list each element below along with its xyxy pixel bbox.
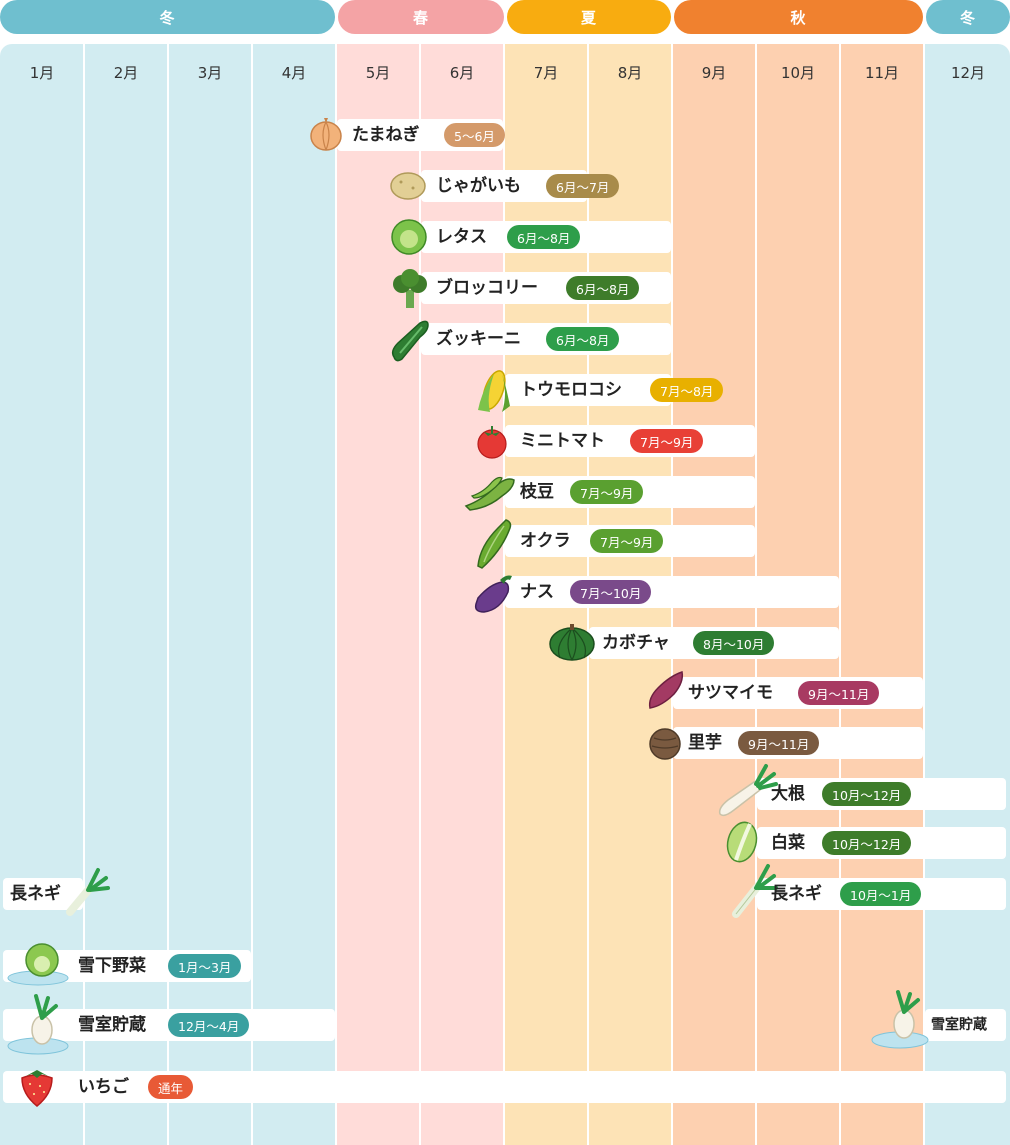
corn-icon bbox=[478, 370, 510, 412]
row-period-chinese-cabbage: 10月〜12月 bbox=[822, 831, 912, 855]
season-summer: 夏 bbox=[507, 0, 671, 34]
month-label-4: 4月 bbox=[281, 64, 307, 82]
row-name-broccoli: ブロッコリー bbox=[436, 278, 538, 298]
row-period-okra: 7月〜9月 bbox=[590, 529, 664, 553]
leek-icon bbox=[732, 864, 778, 918]
month-col-12 bbox=[925, 44, 1010, 1145]
row-name-potato: じゃがいも bbox=[436, 176, 521, 196]
tomato-icon bbox=[477, 426, 507, 459]
row-name-lettuce: レタス bbox=[436, 227, 487, 247]
row-name-sweet-potato: サツマイモ bbox=[688, 683, 773, 703]
row-period-broccoli: 6月〜8月 bbox=[566, 276, 640, 300]
row-period-daikon: 10月〜12月 bbox=[822, 782, 912, 806]
row-bar-eggplant bbox=[505, 576, 839, 608]
row-period-potato: 6月〜7月 bbox=[546, 174, 620, 198]
row-period-edamame: 7月〜9月 bbox=[570, 480, 644, 504]
snow-daikon-icon bbox=[7, 994, 69, 1055]
row-period-onion: 5〜6月 bbox=[444, 123, 505, 147]
row-name-zucchini: ズッキーニ bbox=[436, 329, 521, 349]
row-period-sweet-potato: 9月〜11月 bbox=[798, 681, 880, 705]
row-name-edamame: 枝豆 bbox=[520, 482, 554, 502]
broccoli-icon bbox=[393, 269, 427, 308]
month-label-9: 9月 bbox=[701, 64, 727, 82]
row-name-leek-jan: 長ネギ bbox=[10, 884, 61, 904]
month-col-4 bbox=[253, 44, 335, 1145]
row-period-snow-storage: 12月〜4月 bbox=[168, 1013, 250, 1037]
leek-icon-jan bbox=[66, 868, 110, 916]
month-label-1: 1月 bbox=[29, 64, 55, 82]
row-name-chinese-cabbage: 白菜 bbox=[771, 833, 805, 853]
row-name-taro: 里芋 bbox=[688, 733, 722, 753]
row-bar-corn bbox=[505, 374, 671, 406]
okra-icon bbox=[477, 519, 512, 569]
zucchini-icon bbox=[391, 320, 429, 362]
row-name-snow-storage: 雪室貯蔵 bbox=[78, 1015, 146, 1035]
season-autumn: 秋 bbox=[674, 0, 923, 34]
row-name-pumpkin: カボチャ bbox=[602, 633, 670, 653]
row-period-tomato: 7月〜9月 bbox=[630, 429, 704, 453]
month-label-7: 7月 bbox=[533, 64, 559, 82]
chinese-cabbage-icon bbox=[726, 821, 758, 863]
row-period-zucchini: 6月〜8月 bbox=[546, 327, 620, 351]
row-name-tomato: ミニトマト bbox=[520, 431, 605, 451]
pumpkin-icon bbox=[549, 624, 595, 661]
snow-daikon-icon-dec bbox=[871, 990, 929, 1049]
row-name-leek: 長ネギ bbox=[771, 884, 822, 904]
row-name-strawberry: いちご bbox=[78, 1077, 129, 1097]
season-winter-1: 冬 bbox=[0, 0, 335, 34]
lettuce-icon bbox=[391, 219, 427, 255]
month-label-8: 8月 bbox=[617, 64, 643, 82]
row-name-snow-storage-dec: 雪室貯蔵 bbox=[931, 1017, 987, 1033]
row-period-taro: 9月〜11月 bbox=[738, 731, 820, 755]
row-period-corn: 7月〜8月 bbox=[650, 378, 724, 402]
row-period-pumpkin: 8月〜10月 bbox=[693, 631, 775, 655]
row-name-okra: オクラ bbox=[520, 531, 571, 551]
month-label-5: 5月 bbox=[365, 64, 391, 82]
season-spring: 春 bbox=[338, 0, 504, 34]
row-period-lettuce: 6月〜8月 bbox=[507, 225, 581, 249]
row-bar-leek-jan bbox=[3, 878, 83, 910]
month-label-6: 6月 bbox=[449, 64, 475, 82]
month-col-5 bbox=[337, 44, 419, 1145]
snow-cabbage-icon bbox=[7, 943, 69, 986]
row-name-snow-vegetables: 雪下野菜 bbox=[78, 956, 146, 976]
row-name-daikon: 大根 bbox=[771, 784, 805, 804]
month-label-3: 3月 bbox=[197, 64, 223, 82]
row-period-leek: 10月〜1月 bbox=[840, 882, 922, 906]
month-label-11: 11月 bbox=[864, 64, 900, 82]
potato-icon bbox=[390, 172, 426, 200]
row-period-strawberry: 通年 bbox=[148, 1075, 194, 1099]
row-name-corn: トウモロコシ bbox=[520, 380, 622, 400]
daikon-icon bbox=[718, 764, 778, 817]
month-col-11 bbox=[841, 44, 923, 1145]
row-period-snow-vegetables: 1月〜3月 bbox=[168, 954, 242, 978]
row-name-onion: たまねぎ bbox=[352, 125, 420, 145]
sweet-potato-icon bbox=[648, 671, 684, 709]
strawberry-icon bbox=[21, 1070, 53, 1107]
month-label-12: 12月 bbox=[950, 64, 986, 82]
onion-icon bbox=[310, 118, 342, 151]
month-label-2: 2月 bbox=[113, 64, 139, 82]
row-bar-snow-storage-dec bbox=[925, 1009, 1006, 1041]
row-name-eggplant: ナス bbox=[520, 582, 554, 602]
eggplant-icon bbox=[474, 575, 512, 613]
month-label-10: 10月 bbox=[780, 64, 816, 82]
edamame-icon bbox=[464, 476, 515, 511]
season-winter-2: 冬 bbox=[926, 0, 1010, 34]
row-period-eggplant: 7月〜10月 bbox=[570, 580, 652, 604]
taro-icon bbox=[649, 728, 681, 760]
